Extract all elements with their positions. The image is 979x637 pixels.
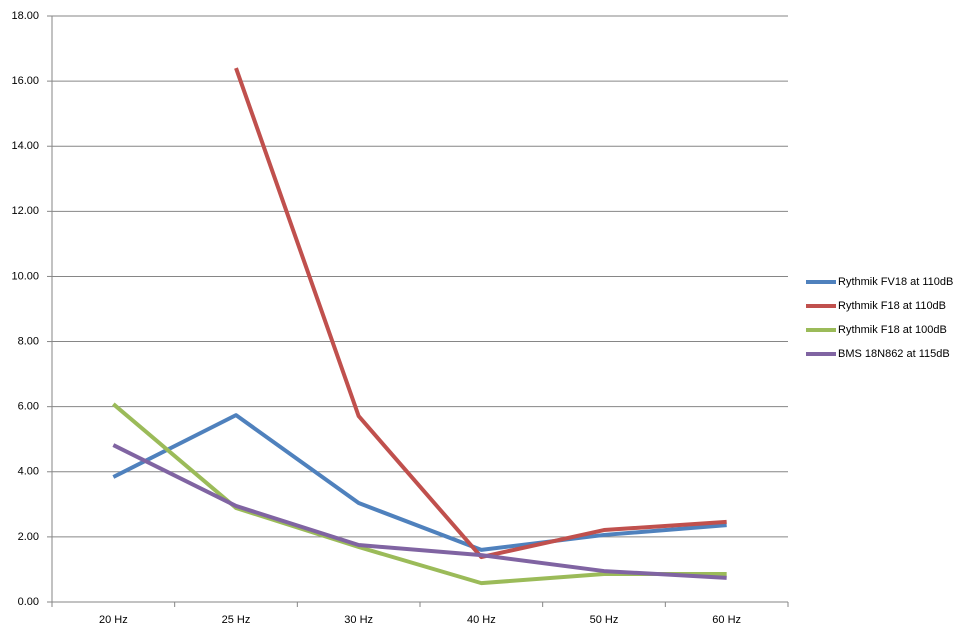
y-tick-label: 8.00 <box>18 335 39 347</box>
legend-label: Rythmik F18 at 100dB <box>838 324 947 336</box>
y-tick-label: 10.00 <box>11 270 39 282</box>
y-tick-label: 16.00 <box>11 75 39 87</box>
y-tick-label: 0.00 <box>18 596 39 608</box>
x-tick-label: 40 Hz <box>467 614 496 626</box>
legend-label: BMS 18N862 at 115dB <box>838 348 950 360</box>
series-line <box>112 413 727 552</box>
y-tick-label: 12.00 <box>11 205 39 217</box>
legend-label: Rythmik FV18 at 110dB <box>838 276 953 288</box>
x-tick-label: 30 Hz <box>344 614 373 626</box>
y-tick-label: 18.00 <box>11 10 39 22</box>
series-line <box>234 67 727 560</box>
x-tick-label: 60 Hz <box>712 614 741 626</box>
legend-label: Rythmik F18 at 110dB <box>838 300 946 312</box>
y-tick-label: 6.00 <box>18 401 39 413</box>
y-tick-label: 4.00 <box>18 466 39 478</box>
x-tick-label: 20 Hz <box>99 614 128 626</box>
y-tick-label: 14.00 <box>11 140 39 152</box>
series-line <box>112 443 727 580</box>
x-tick-label: 25 Hz <box>222 614 251 626</box>
x-tick-label: 50 Hz <box>590 614 619 626</box>
y-tick-label: 2.00 <box>18 531 39 543</box>
